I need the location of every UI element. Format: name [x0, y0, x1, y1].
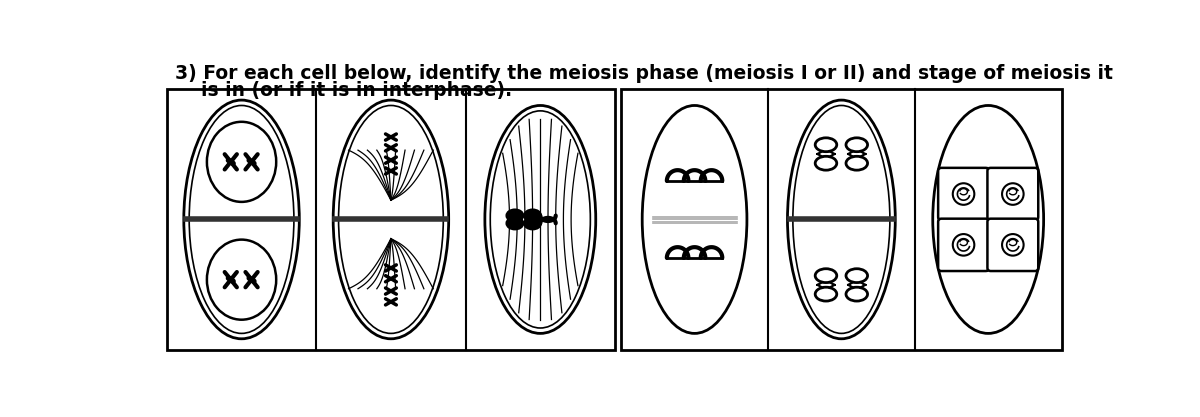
Ellipse shape: [206, 122, 276, 202]
Ellipse shape: [508, 210, 523, 221]
Ellipse shape: [815, 287, 836, 301]
Bar: [167, 88, 616, 350]
Ellipse shape: [1002, 183, 1024, 205]
Ellipse shape: [953, 234, 974, 256]
Ellipse shape: [642, 106, 746, 334]
FancyBboxPatch shape: [938, 219, 989, 271]
FancyBboxPatch shape: [988, 219, 1038, 271]
Ellipse shape: [932, 106, 1044, 334]
Text: is in (or if it is in interphase).: is in (or if it is in interphase).: [174, 81, 511, 100]
Ellipse shape: [485, 106, 595, 334]
Ellipse shape: [846, 269, 868, 283]
Ellipse shape: [815, 269, 836, 283]
Ellipse shape: [338, 106, 443, 334]
Ellipse shape: [846, 156, 868, 170]
Ellipse shape: [1002, 234, 1024, 256]
Ellipse shape: [190, 106, 294, 334]
Ellipse shape: [206, 240, 276, 320]
Ellipse shape: [334, 100, 449, 339]
Ellipse shape: [524, 218, 540, 229]
Ellipse shape: [815, 156, 836, 170]
Text: 3) For each cell below, identify the meiosis phase (meiosis I or II) and stage o: 3) For each cell below, identify the mei…: [174, 64, 1112, 83]
Ellipse shape: [953, 183, 974, 205]
Ellipse shape: [184, 100, 299, 339]
Ellipse shape: [508, 218, 523, 229]
FancyBboxPatch shape: [988, 168, 1038, 220]
Bar: [622, 88, 1062, 350]
Ellipse shape: [524, 210, 540, 221]
Ellipse shape: [846, 287, 868, 301]
Ellipse shape: [491, 111, 590, 328]
FancyBboxPatch shape: [938, 168, 989, 220]
Ellipse shape: [793, 106, 890, 334]
Ellipse shape: [846, 138, 868, 152]
Ellipse shape: [815, 138, 836, 152]
Ellipse shape: [787, 100, 895, 339]
